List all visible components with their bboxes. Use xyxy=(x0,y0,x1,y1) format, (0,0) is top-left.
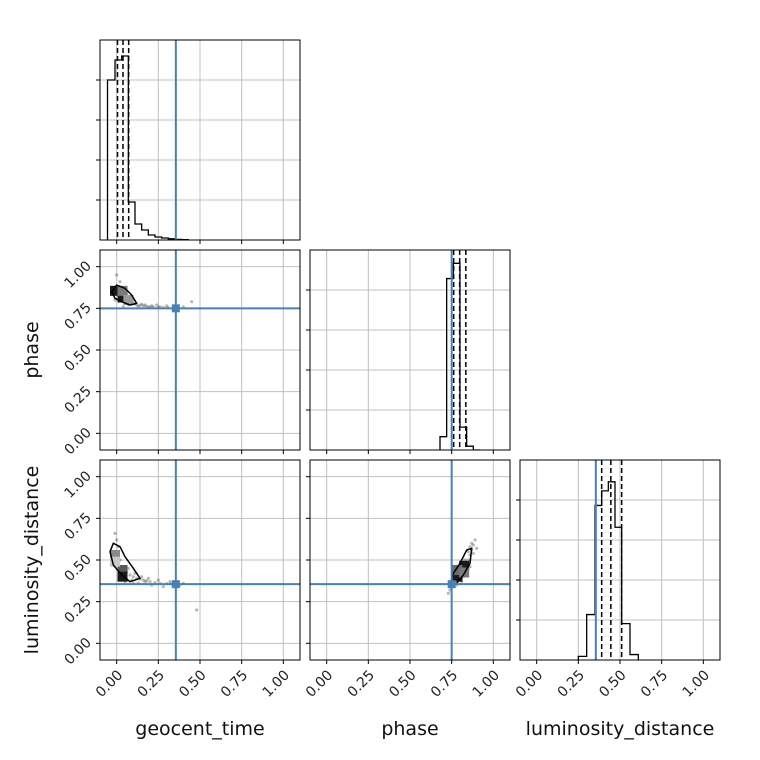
panel-geocent_time-vs-phase-sample-point-30 xyxy=(115,273,119,277)
panel-geocent_time-vs-luminosity_distance-xtick-label-1: 0.25 xyxy=(135,667,168,700)
panel-geocent_time-vs-luminosity_distance-sample-point-32 xyxy=(168,580,172,584)
xaxis-label-geocent_time: geocent_time xyxy=(135,718,264,740)
panel-geocent_time-vs-luminosity_distance-sample-point-28 xyxy=(143,580,147,584)
panel-geocent_time-vs-luminosity_distance-xtick-label-3: 0.75 xyxy=(218,667,251,700)
panel-geocent_time-vs-phase-ytick-label-0: 0.00 xyxy=(61,425,94,458)
panel-geocent_time-vs-phase-sample-point-28 xyxy=(150,304,154,308)
panel-geocent_time-vs-phase-ytick-label-1: 0.25 xyxy=(61,383,94,416)
panel-geocent_time-vs-luminosity_distance-sample-point-19 xyxy=(113,531,117,535)
yaxis-label-luminosity_distance: luminosity_distance xyxy=(21,466,43,655)
panel-phase-vs-luminosity_distance-sample-point-16 xyxy=(463,558,467,562)
panel-geocent_time-vs-luminosity_distance-sample-point-5 xyxy=(128,573,132,577)
panel-geocent_time-vs-phase-ytick-label-4: 1.00 xyxy=(61,258,94,291)
panel-geocent_time-vs-phase-density-cell-1 xyxy=(117,292,128,303)
panel-phase-hist-content xyxy=(439,250,480,450)
panel-geocent_time-vs-luminosity_distance-sample-point-30 xyxy=(156,578,160,582)
panel-geocent_time-vs-luminosity_distance-sample-point-31 xyxy=(161,585,165,589)
panel-geocent_time-vs-phase-content xyxy=(100,250,300,450)
panel-phase-vs-luminosity_distance-sample-point-25 xyxy=(475,546,479,550)
panel-phase-vs-luminosity_distance-density-cell-2 xyxy=(452,565,463,575)
panel-phase-vs-luminosity_distance-xtick-label-4: 1.00 xyxy=(470,667,503,700)
panel-phase-vs-luminosity_distance-content xyxy=(310,460,510,660)
panel-geocent_time-vs-luminosity_distance-density-cell-1 xyxy=(117,565,128,575)
panel-phase-vs-luminosity_distance-xtick-label-1: 0.25 xyxy=(345,667,378,700)
panel-geocent_time-vs-luminosity_distance-ytick-label-2: 0.50 xyxy=(61,552,94,585)
panel-geocent_time-vs-luminosity_distance-sample-point-9 xyxy=(141,578,145,582)
xaxis-label-luminosity_distance: luminosity_distance xyxy=(526,718,715,740)
panel-phase-vs-luminosity_distance-contour xyxy=(448,547,473,587)
panel-geocent_time-vs-luminosity_distance-ytick-label-1: 0.25 xyxy=(61,593,94,626)
panel-geocent_time-vs-phase-sample-point-11 xyxy=(145,304,149,308)
panel-geocent_time-vs-phase-sample-point-25 xyxy=(136,304,140,308)
panel-geocent_time-vs-luminosity_distance-sample-point-18 xyxy=(115,538,119,542)
panel-geocent_time-vs-luminosity_distance-contour xyxy=(109,542,142,583)
xaxis-label-phase: phase xyxy=(381,718,438,740)
panel-geocent_time-vs-phase-sample-point-27 xyxy=(143,303,147,307)
panel-geocent_time-vs-phase-sample-point-10 xyxy=(141,304,145,308)
panel-phase-vs-luminosity_distance-sample-point-11 xyxy=(473,538,477,542)
panel-phase-vs-luminosity_distance-sample-point-24 xyxy=(471,551,475,555)
panel-luminosity_distance-hist-xtick-label-1: 0.25 xyxy=(555,667,588,700)
panel-phase-vs-luminosity_distance-sample-point-29 xyxy=(468,545,472,549)
panel-phase-vs-luminosity_distance-sample-point-10 xyxy=(471,543,475,547)
panel-geocent_time-vs-luminosity_distance-xtick-label-2: 0.50 xyxy=(176,667,209,700)
yaxis-label-phase: phase xyxy=(21,321,43,378)
panel-geocent_time-vs-luminosity_distance-content xyxy=(100,460,300,660)
panel-phase-vs-luminosity_distance-xtick-label-2: 0.50 xyxy=(386,667,419,700)
panel-phase-vs-luminosity_distance-sample-point-19 xyxy=(470,541,474,545)
panel-geocent_time-vs-phase-sample-point-26 xyxy=(140,302,144,306)
panel-geocent_time-vs-luminosity_distance-sample-point-23 xyxy=(126,566,130,570)
panel-phase-vs-luminosity_distance-sample-point-23 xyxy=(466,550,470,554)
panel-geocent_time-vs-luminosity_distance-ytick-label-3: 0.75 xyxy=(61,510,94,543)
panel-phase-hist-histogram-step xyxy=(439,262,480,450)
panel-luminosity_distance-hist-xtick-label-0: 0.00 xyxy=(513,667,546,700)
panel-phase-vs-luminosity_distance-xtick-label-0: 0.00 xyxy=(303,667,336,700)
panel-geocent_time-vs-luminosity_distance-density-cell-2 xyxy=(117,571,128,582)
panel-phase-vs-luminosity_distance-sample-point-7 xyxy=(466,558,470,562)
panel-luminosity_distance-hist-histogram-step xyxy=(577,481,639,660)
panel-geocent_time-vs-phase-density-cell-0 xyxy=(110,285,120,296)
panel-geocent_time-vs-phase-ytick-label-3: 0.75 xyxy=(61,300,94,333)
panel-phase-vs-luminosity_distance-truth-marker xyxy=(447,580,456,589)
panel-geocent_time-vs-luminosity_distance-sample-point-27 xyxy=(140,575,144,579)
panel-geocent_time-vs-luminosity_distance-density-cell-0 xyxy=(110,550,120,560)
panel-geocent_time-vs-luminosity_distance-xtick-label-0: 0.00 xyxy=(93,667,126,700)
panel-geocent_time-vs-luminosity_distance-sample-point-11 xyxy=(148,580,152,584)
panel-geocent_time-vs-phase-ytick-label-2: 0.50 xyxy=(61,342,94,375)
panel-geocent_time-vs-phase-density-cell-3 xyxy=(123,295,134,305)
panel-luminosity_distance-hist-xtick-label-3: 0.75 xyxy=(638,667,671,700)
panel-luminosity_distance-hist-xtick-label-4: 1.00 xyxy=(680,667,713,700)
panel-geocent_time-vs-luminosity_distance-density-cell-3 xyxy=(110,556,120,567)
panel-geocent_time-vs-phase-contour xyxy=(110,284,138,306)
panel-luminosity_distance-hist-content xyxy=(577,460,639,660)
panel-phase-vs-luminosity_distance-density-cell-0 xyxy=(452,571,463,582)
panel-geocent_time-vs-luminosity_distance-ytick-label-0: 0.00 xyxy=(61,635,94,668)
panel-geocent_time-vs-luminosity_distance-xtick-label-4: 1.00 xyxy=(260,667,293,700)
panel-geocent_time-vs-phase-sample-point-38 xyxy=(190,300,194,304)
panel-geocent_time-vs-phase-sample-point-9 xyxy=(138,303,142,307)
panel-geocent_time-vs-luminosity_distance-truth-marker xyxy=(171,580,180,589)
panel-geocent_time-vs-phase-sample-point-19 xyxy=(118,280,122,284)
panel-geocent_time-vs-luminosity_distance-sample-point-39 xyxy=(146,576,150,580)
panel-geocent_time-vs-phase-sample-point-36 xyxy=(165,304,169,308)
panel-phase-vs-luminosity_distance-density-cell-1 xyxy=(459,560,470,571)
panel-geocent_time-vs-luminosity_distance-ytick-label-4: 1.00 xyxy=(61,468,94,501)
panel-geocent_time-vs-luminosity_distance-sample-point-34 xyxy=(195,608,199,612)
panel-geocent_time-vs-phase-truth-marker xyxy=(171,304,180,313)
panel-geocent_time-hist-content xyxy=(106,40,189,240)
panel-phase-vs-luminosity_distance-sample-point-26 xyxy=(446,591,450,595)
panel-geocent_time-vs-phase-density-cell-2 xyxy=(117,285,128,296)
panel-geocent_time-vs-luminosity_distance-sample-point-6 xyxy=(131,575,135,579)
panel-geocent_time-vs-luminosity_distance-sample-point-10 xyxy=(145,579,149,583)
panel-phase-vs-luminosity_distance-xtick-label-3: 0.75 xyxy=(428,667,461,700)
panel-luminosity_distance-hist-xtick-label-2: 0.50 xyxy=(596,667,629,700)
panel-geocent_time-vs-phase-sample-point-29 xyxy=(155,303,159,307)
